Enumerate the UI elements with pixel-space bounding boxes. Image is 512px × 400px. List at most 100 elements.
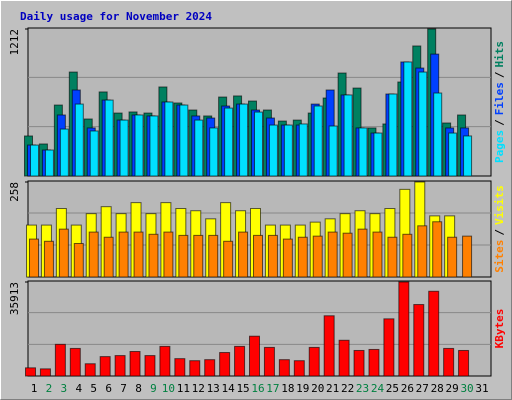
x-tick-label: 2 <box>46 382 53 395</box>
x-tick-label: 19 <box>296 382 309 395</box>
bar <box>443 347 455 377</box>
bar <box>73 242 84 278</box>
bar <box>462 235 473 278</box>
bar <box>463 135 473 177</box>
bar <box>418 71 428 177</box>
x-tick-label: 29 <box>446 382 459 395</box>
bar <box>403 61 413 177</box>
x-tick-label: 1 <box>31 382 38 395</box>
bar <box>253 234 263 278</box>
x-tick-label: 16 <box>251 382 264 395</box>
bar <box>338 339 350 377</box>
x-tick-label: 24 <box>371 382 385 395</box>
bar <box>458 349 470 377</box>
bar <box>39 368 51 377</box>
legend-entry: KBytes <box>493 309 506 349</box>
x-tick-label: 20 <box>311 382 324 395</box>
bar <box>383 318 395 377</box>
bar <box>148 233 159 278</box>
bar <box>293 360 305 377</box>
x-tick-label: 22 <box>341 382 354 395</box>
x-tick-label: 11 <box>177 382 190 395</box>
bar <box>327 231 338 278</box>
legend: KBytes <box>493 309 506 349</box>
bar <box>353 349 365 377</box>
x-tick-label: 13 <box>207 382 220 395</box>
bar <box>298 123 308 177</box>
bar <box>239 103 249 177</box>
bar <box>114 355 126 377</box>
bar <box>417 225 428 278</box>
x-tick-label: 31 <box>475 382 488 395</box>
bar <box>342 232 353 278</box>
bar <box>163 231 174 278</box>
bar <box>312 235 323 278</box>
bar <box>323 315 335 377</box>
bar <box>238 231 249 278</box>
bar <box>99 356 111 377</box>
bar <box>30 144 39 177</box>
bar <box>433 92 443 177</box>
bar <box>249 335 260 377</box>
bar <box>283 124 293 177</box>
bar <box>357 228 368 278</box>
bar <box>268 124 278 177</box>
bar <box>193 234 204 278</box>
bar <box>368 348 380 377</box>
legend-separator: / <box>493 71 506 78</box>
bar <box>103 236 114 278</box>
y-tick-label: 1212 <box>8 29 21 56</box>
bar <box>447 236 458 278</box>
x-tick-label: 10 <box>162 382 175 395</box>
x-tick-label: 4 <box>75 382 82 395</box>
x-tick-label: 17 <box>266 382 279 395</box>
bar <box>387 236 398 278</box>
bar <box>267 234 278 278</box>
bar <box>448 132 458 177</box>
bar <box>159 345 171 377</box>
bar <box>204 359 216 377</box>
x-tick-label: 25 <box>386 382 399 395</box>
bar <box>43 240 54 278</box>
bar <box>178 234 189 278</box>
bar <box>282 238 293 278</box>
x-tick-label: 27 <box>416 382 429 395</box>
x-tick-label: 26 <box>401 382 414 395</box>
legend-entry: Sites <box>493 240 506 273</box>
bar <box>89 130 99 177</box>
bar <box>402 233 413 278</box>
bar <box>432 221 443 278</box>
bar <box>219 352 231 377</box>
x-tick-label: 8 <box>135 382 142 395</box>
bar <box>223 240 234 278</box>
x-tick-label: 15 <box>236 382 249 395</box>
bar <box>313 105 323 177</box>
bar <box>74 103 84 177</box>
bar <box>189 360 201 377</box>
bar <box>263 346 275 377</box>
x-tick-label: 12 <box>192 382 205 395</box>
bar <box>129 351 141 377</box>
bar <box>373 132 383 177</box>
bar <box>343 94 353 177</box>
x-tick-label: 28 <box>431 382 444 395</box>
legend-entry: Visits <box>493 185 506 225</box>
bar <box>25 367 36 377</box>
bar <box>398 281 410 377</box>
x-tick-label: 14 <box>222 382 236 395</box>
bar <box>44 149 54 177</box>
bar <box>372 231 383 278</box>
bar <box>174 358 186 377</box>
bar <box>164 101 174 177</box>
bar <box>358 127 368 177</box>
legend: Pages / Files / Hits <box>493 41 506 163</box>
y-tick-label: 35913 <box>8 282 21 315</box>
bar <box>328 125 338 177</box>
bar <box>194 119 204 177</box>
bar <box>209 127 219 177</box>
bar <box>84 363 96 377</box>
bar <box>144 355 156 377</box>
